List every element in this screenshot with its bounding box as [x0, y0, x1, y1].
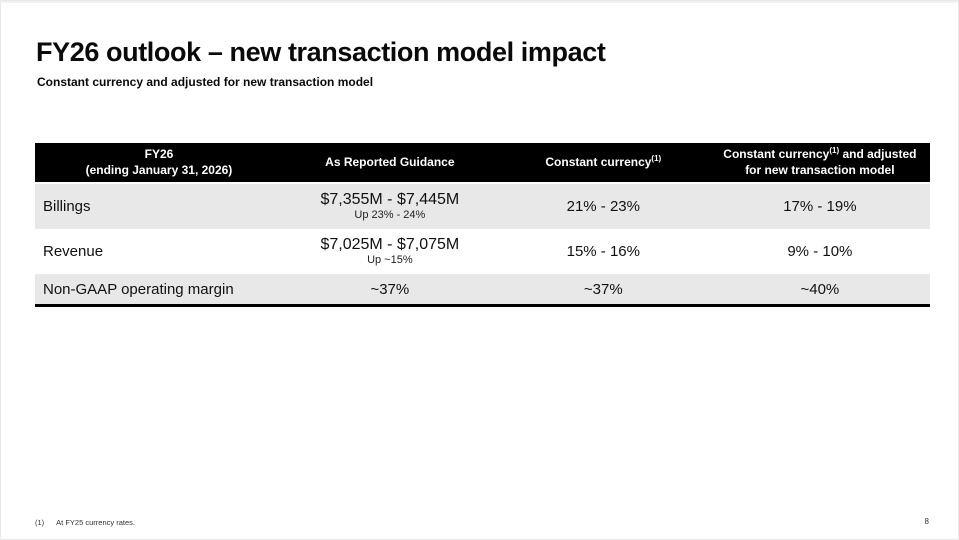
- footnote-ref-superscript: (1): [651, 154, 662, 164]
- table-row-non-gaap-operating-margin: Non-GAAP operating margin ~37% ~37% ~40%: [35, 274, 930, 304]
- cell-cc-adjusted: 9% - 10%: [787, 243, 853, 260]
- header-cc-adjusted: Constant currency(1) and adjusted for ne…: [710, 146, 930, 178]
- row-label: Non-GAAP operating margin: [43, 280, 234, 298]
- cell-guidance: ~37%: [283, 281, 497, 298]
- cell-guidance: $7,025M - $7,075M Up ~15%: [283, 236, 497, 268]
- table-row-revenue: Revenue $7,025M - $7,075M Up ~15% 15% - …: [35, 229, 930, 274]
- header-fy26: FY26 (ending January 31, 2026): [35, 147, 283, 178]
- cell-constant-currency: 15% - 16%: [566, 243, 640, 260]
- cell-constant-currency: ~37%: [583, 280, 623, 298]
- header-constant-currency: Constant currency(1): [497, 154, 710, 171]
- guidance-range: ~37%: [370, 280, 410, 298]
- footnote-text: At FY25 currency rates.: [56, 518, 135, 527]
- header-fy26-line1: FY26: [144, 146, 174, 161]
- page-number: 8: [924, 517, 929, 526]
- header-constant-currency-text: Constant currency: [545, 155, 652, 170]
- header-cc-adjusted-line1: Constant currency(1) and adjusted: [710, 146, 930, 163]
- cell-constant-currency: 21% - 23%: [566, 198, 640, 215]
- row-label: Billings: [43, 198, 91, 215]
- footnote-ref-superscript: (1): [829, 146, 840, 156]
- header-fy26-line2: (ending January 31, 2026): [85, 162, 233, 177]
- table-header-row: FY26 (ending January 31, 2026) As Report…: [35, 143, 930, 184]
- cell-guidance: $7,355M - $7,445M Up 23% - 24%: [283, 191, 497, 223]
- slide-title: FY26 outlook – new transaction model imp…: [36, 37, 606, 67]
- header-cc-adjusted-line2: for new transaction model: [745, 163, 895, 177]
- cell-cc-adjusted: ~40%: [800, 280, 840, 298]
- footnote: (1) At FY25 currency rates.: [35, 518, 135, 527]
- guidance-range: $7,025M - $7,075M: [320, 235, 460, 253]
- table-row-billings: Billings $7,355M - $7,445M Up 23% - 24% …: [35, 184, 930, 229]
- guidance-note: Up ~15%: [367, 254, 413, 267]
- header-cc-adjusted-text: Constant currency: [723, 147, 830, 162]
- header-as-reported-guidance: As Reported Guidance: [325, 154, 455, 169]
- header-cc-adjusted-rest: and adjusted: [839, 147, 917, 162]
- cell-cc-adjusted: 17% - 19%: [783, 198, 857, 215]
- footnote-marker: (1): [35, 518, 45, 527]
- guidance-range: $7,355M - $7,445M: [320, 190, 460, 208]
- guidance-note: Up 23% - 24%: [354, 209, 426, 222]
- row-label: Revenue: [43, 243, 104, 260]
- slide-subtitle: Constant currency and adjusted for new t…: [37, 75, 374, 89]
- outlook-table: FY26 (ending January 31, 2026) As Report…: [35, 143, 930, 307]
